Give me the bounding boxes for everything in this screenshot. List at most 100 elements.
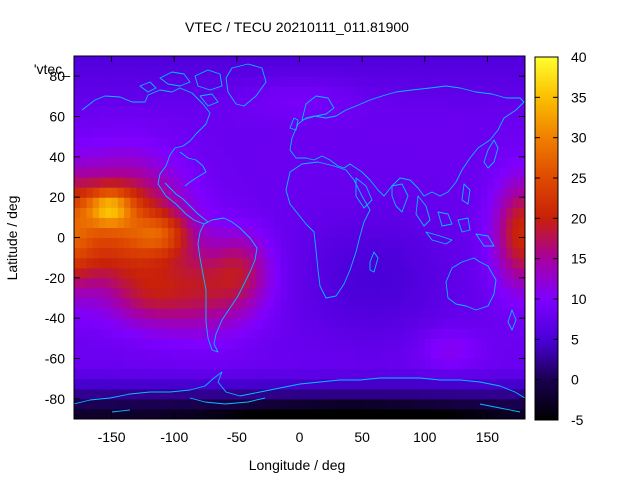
heat-cell	[368, 237, 376, 249]
heat-cell	[224, 76, 232, 87]
heat-cell	[105, 308, 113, 319]
heat-cell	[493, 348, 501, 360]
heat-cell	[199, 56, 207, 67]
heat-cell	[368, 187, 376, 198]
heat-cell	[142, 86, 150, 97]
heat-cell	[86, 267, 94, 279]
heat-cell	[142, 166, 150, 178]
heat-cell	[418, 328, 426, 339]
heat-cell	[218, 177, 225, 188]
heat-cell	[280, 267, 288, 279]
heat-cell	[449, 348, 457, 360]
heat-cell	[512, 287, 520, 299]
heat-cell	[305, 287, 313, 299]
heat-cell	[393, 96, 401, 108]
heat-cell	[330, 398, 338, 410]
heat-cell	[449, 156, 457, 168]
heat-cell	[424, 277, 432, 289]
heat-cell	[230, 237, 238, 249]
heat-cell	[261, 56, 269, 67]
heat-cell	[211, 76, 219, 87]
heat-cell	[312, 56, 319, 67]
heat-cell	[161, 378, 169, 390]
heat-cell	[474, 237, 482, 249]
heat-cell	[443, 76, 451, 87]
heat-cell	[337, 76, 344, 87]
heat-cell	[155, 237, 163, 249]
heat-cell	[230, 328, 238, 339]
heat-cell	[305, 136, 313, 148]
heat-cell	[443, 247, 451, 259]
heat-cell	[518, 66, 525, 77]
heat-cell	[493, 408, 501, 419]
heat-cell	[312, 136, 319, 148]
heat-cell	[349, 156, 357, 168]
heat-cell	[218, 116, 225, 128]
heat-cell	[193, 56, 200, 67]
heat-cell	[474, 66, 482, 77]
heat-cell	[268, 187, 276, 198]
heat-cell	[205, 126, 213, 138]
heat-cell	[343, 136, 351, 148]
heat-cell	[99, 166, 106, 178]
heat-cell	[449, 308, 457, 319]
heat-cell	[380, 187, 388, 198]
heat-cell	[174, 136, 182, 148]
heat-cell	[512, 146, 520, 158]
heat-cell	[343, 126, 351, 138]
heat-cell	[261, 298, 269, 309]
heat-cell	[293, 126, 301, 138]
heat-cell	[86, 66, 94, 77]
heat-cell	[487, 308, 495, 319]
heat-cell	[130, 227, 138, 239]
heat-cell	[481, 318, 489, 329]
heat-cell	[117, 398, 125, 410]
heat-cell	[249, 177, 257, 188]
heat-cell	[124, 368, 131, 380]
heat-cell	[161, 298, 169, 309]
heat-cell	[374, 126, 382, 138]
heat-cell	[211, 227, 219, 239]
heat-cell	[293, 86, 301, 97]
heat-cell	[205, 96, 213, 108]
heat-cell	[506, 328, 514, 339]
heat-cell	[174, 156, 182, 168]
heat-cell	[117, 358, 125, 370]
heat-cell	[80, 187, 88, 198]
heat-cell	[142, 237, 150, 249]
colorbar-tick-label: 20	[571, 210, 587, 226]
heat-cell	[193, 156, 200, 168]
heat-cell	[286, 106, 294, 118]
heat-cell	[155, 257, 163, 269]
heat-cell	[167, 217, 175, 229]
heat-cell	[249, 368, 257, 380]
heat-cell	[274, 348, 282, 360]
heat-cell	[474, 217, 482, 229]
heat-cell	[487, 66, 495, 77]
heat-cell	[474, 348, 482, 360]
heat-cell	[230, 318, 238, 329]
heat-cell	[274, 136, 282, 148]
heat-cell	[274, 126, 282, 138]
heat-cell	[474, 308, 482, 319]
heat-cell	[280, 308, 288, 319]
heat-cell	[343, 348, 351, 360]
colorbar-tick-label: 5	[571, 331, 579, 347]
heat-cell	[481, 66, 489, 77]
heat-cell	[167, 318, 175, 329]
heat-cell	[193, 308, 200, 319]
heat-cell	[180, 187, 188, 198]
heat-cell	[199, 247, 207, 259]
heat-cell	[293, 338, 301, 350]
heat-cell	[330, 166, 338, 178]
heat-cell	[418, 166, 426, 178]
heat-cell	[399, 247, 407, 259]
heat-cell	[293, 247, 301, 259]
heat-cell	[443, 197, 451, 208]
heat-cell	[343, 378, 351, 390]
heat-cell	[399, 237, 407, 249]
heat-cell	[211, 197, 219, 208]
heat-cell	[92, 318, 100, 329]
heat-cell	[493, 187, 501, 198]
heat-cell	[161, 227, 169, 239]
